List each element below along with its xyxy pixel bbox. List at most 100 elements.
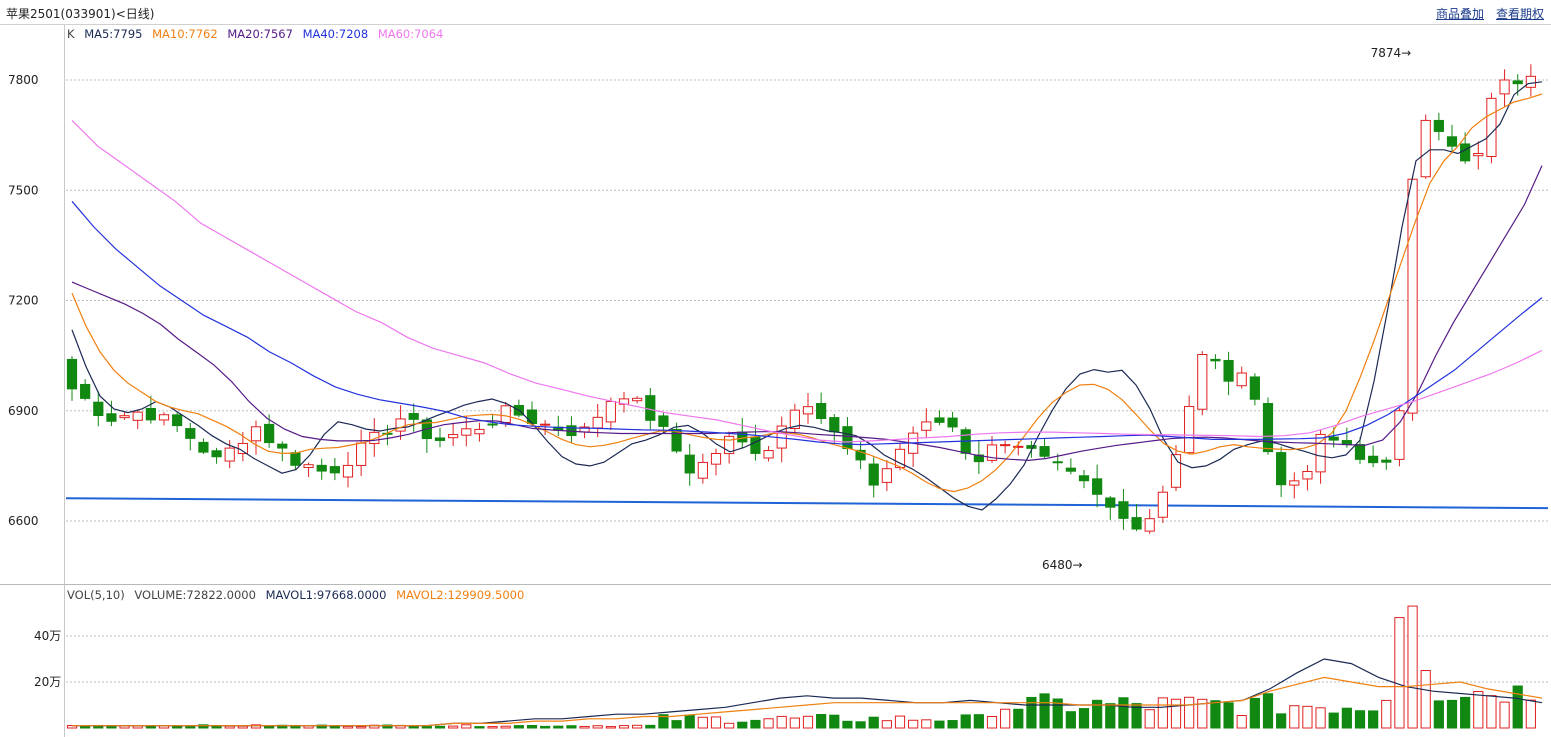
volume-bar <box>724 722 735 729</box>
volume-bar <box>1210 700 1221 729</box>
volume-y-tick-label: 20万 <box>34 675 61 689</box>
candle-body <box>829 417 840 433</box>
price-y-tick-label: 6600 <box>8 514 39 528</box>
volume-bar <box>316 724 327 729</box>
candle-body <box>119 415 130 419</box>
candle-body <box>684 454 695 474</box>
candle-body <box>1078 475 1090 482</box>
volume-bar <box>1486 695 1497 729</box>
candle-body <box>671 428 682 452</box>
legend-vol: VOL(5,10) <box>67 588 125 602</box>
candle-body <box>1525 75 1536 88</box>
candle-body <box>842 426 853 450</box>
volume-bar <box>645 724 656 729</box>
candle-body <box>540 423 551 426</box>
volume-bar <box>605 726 616 729</box>
panel-separator <box>0 584 1551 585</box>
candle-body <box>1499 79 1510 95</box>
candle-body <box>1157 491 1168 518</box>
low-price-label: 6480→ <box>1042 558 1083 572</box>
candle-body <box>605 400 616 423</box>
volume-bar <box>1302 705 1313 729</box>
candle-body <box>1105 497 1116 508</box>
volume-bar <box>1262 693 1274 729</box>
candle-body <box>1433 119 1444 132</box>
volume-bar <box>474 726 485 729</box>
volume-bar <box>934 720 945 729</box>
candle-body <box>277 443 288 449</box>
candle-body <box>789 409 800 430</box>
candle-body <box>448 434 459 439</box>
volume-bar <box>553 725 564 729</box>
candle-body <box>80 383 91 399</box>
volume-bar <box>1249 697 1260 729</box>
support-line <box>65 497 1549 510</box>
candle-body <box>356 442 367 466</box>
candle-body <box>1170 454 1182 488</box>
candle-body <box>1473 153 1484 157</box>
candle-body <box>408 413 419 420</box>
volume-bar <box>1184 696 1195 729</box>
candle-body <box>93 401 104 417</box>
candle-body <box>1315 433 1326 473</box>
candle-body <box>1328 436 1339 441</box>
candle-body <box>658 415 669 427</box>
volume-bar <box>1078 708 1090 729</box>
candle-body <box>1000 444 1011 447</box>
volume-bar <box>342 725 354 729</box>
legend-ma10: MA10:7762 <box>152 27 218 41</box>
volume-bar <box>487 726 498 729</box>
volume-bar <box>710 716 722 729</box>
candle-body <box>106 413 117 422</box>
volume-bar <box>1328 712 1339 729</box>
price-y-tick-label: 7200 <box>8 294 39 308</box>
volume-bar <box>592 725 603 729</box>
candle-body <box>1407 178 1418 414</box>
volume-bar <box>697 716 708 729</box>
volume-bar <box>750 719 761 729</box>
volume-bar <box>855 721 866 729</box>
view-options-link[interactable]: 查看期权 <box>1496 7 1545 21</box>
window-title-bar: 苹果2501(033901)<日线) 商品叠加 查看期权 <box>0 0 1551 25</box>
candle-body <box>697 461 708 479</box>
ma-line-ma10 <box>71 93 1543 493</box>
volume-bar <box>250 724 262 729</box>
volume-bar <box>986 715 998 729</box>
price-y-tick-label: 7800 <box>8 73 39 87</box>
ma-line-ma60 <box>71 119 1543 443</box>
candle-body <box>802 406 814 415</box>
volume-bar <box>632 724 643 729</box>
price-y-tick-label: 7500 <box>8 183 39 197</box>
candle-body <box>1118 501 1129 519</box>
volume-bar <box>763 718 774 729</box>
volume-bar <box>1354 710 1366 729</box>
candle-body <box>1039 446 1050 457</box>
volume-legend: VOL(5,10) VOLUME:72822.0000 MAVOL1:97668… <box>67 588 530 602</box>
volume-bar <box>658 714 669 729</box>
candle-body <box>1026 445 1037 449</box>
volume-bar <box>1000 708 1011 729</box>
volume-bar <box>145 725 156 729</box>
volume-bar <box>921 719 932 729</box>
volume-bar <box>1407 605 1418 729</box>
candle-body <box>1065 467 1076 472</box>
volume-bar <box>947 720 958 729</box>
price-y-tick-label: 6900 <box>8 404 39 418</box>
candle-body <box>724 435 735 455</box>
volume-bar <box>526 724 538 729</box>
candle-body <box>1381 459 1392 463</box>
volume-bar <box>356 726 367 729</box>
overlay-commodity-link[interactable]: 商品叠加 <box>1436 7 1485 21</box>
candle-body <box>434 437 446 441</box>
volume-bar <box>1236 715 1247 729</box>
candle-body <box>1512 80 1523 85</box>
volume-bar <box>881 720 892 729</box>
candle-body <box>158 414 170 421</box>
candle-body <box>934 417 945 423</box>
volume-bar <box>1460 696 1471 729</box>
candle-body <box>1013 445 1024 448</box>
volume-bar <box>1512 685 1523 729</box>
legend-k: K <box>67 27 75 41</box>
volume-bar <box>1223 702 1234 729</box>
